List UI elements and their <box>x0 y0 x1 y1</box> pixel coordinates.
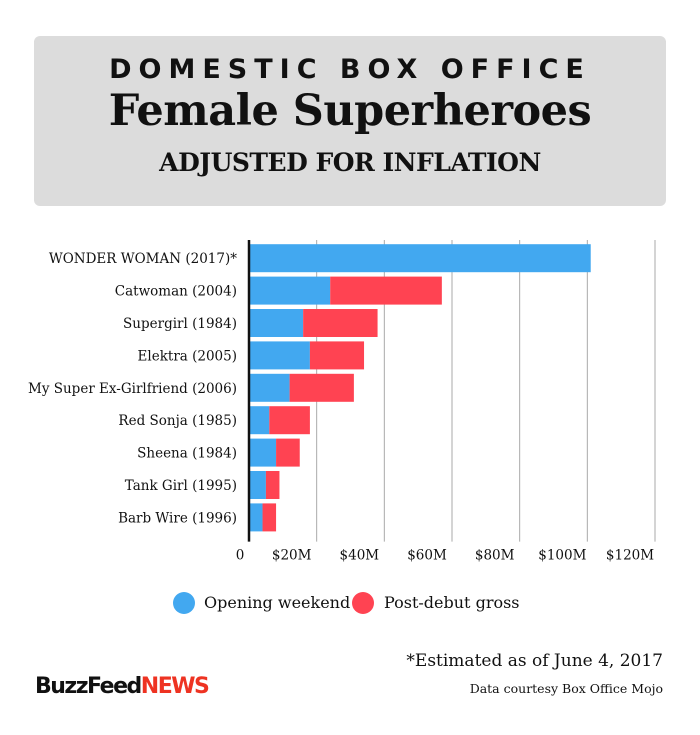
category-label: WONDER WOMAN (2017)* <box>49 251 237 267</box>
bar-post-debut <box>276 438 300 467</box>
data-credit: Data courtesy Box Office Mojo <box>469 681 663 696</box>
legend-opening-label: Opening weekend <box>204 593 351 612</box>
category-label: Tank Girl (1995) <box>125 478 237 494</box>
logo-news: NEWS <box>140 674 210 699</box>
bar-post-debut <box>303 309 378 337</box>
title-line-3: ADJUSTED FOR INFLATION <box>159 148 541 177</box>
bar-opening-weekend <box>249 438 277 467</box>
x-tick-label: $120M <box>606 548 654 564</box>
title-box: DOMESTIC BOX OFFICE Female Superheroes A… <box>34 36 666 206</box>
bar-opening-weekend <box>249 373 290 402</box>
bar-opening-weekend <box>249 276 331 305</box>
category-label: Elektra (2005) <box>138 348 237 364</box>
legend-postdebut-swatch <box>352 592 374 614</box>
buzzfeed-news-logo: BuzzFeedNEWS <box>35 674 210 699</box>
title-line-2: Female Superheroes <box>108 86 592 136</box>
legend: Opening weekend Post-debut gross <box>0 590 700 620</box>
bar-post-debut <box>265 471 280 499</box>
bar-opening-weekend <box>249 309 304 337</box>
x-tick-label: $40M <box>340 548 380 564</box>
bar-opening-weekend <box>249 406 270 435</box>
bar-opening-weekend <box>249 471 266 499</box>
x-tick-label: 0 <box>236 548 245 564</box>
legend-opening-swatch <box>173 592 195 614</box>
x-tick-label: $100M <box>538 548 586 564</box>
bar-post-debut <box>269 406 310 435</box>
legend-postdebut-label: Post-debut gross <box>384 593 520 612</box>
bar-opening-weekend <box>249 503 263 532</box>
category-label: Sheena (1984) <box>137 446 237 462</box>
x-tick-label: $60M <box>407 548 447 564</box>
bar-opening-weekend <box>249 244 591 273</box>
bar-post-debut <box>289 373 354 402</box>
title-line-1: DOMESTIC BOX OFFICE <box>109 54 591 85</box>
category-label: My Super Ex-Girlfriend (2006) <box>28 381 237 397</box>
bar-opening-weekend <box>249 341 310 370</box>
category-label: Barb Wire (1996) <box>118 510 237 526</box>
category-label: Catwoman (2004) <box>115 284 237 300</box>
bar-post-debut <box>262 503 277 532</box>
estimate-note: *Estimated as of June 4, 2017 <box>406 651 663 671</box>
logo-main: BuzzFeed <box>35 674 142 699</box>
bar-post-debut <box>330 276 442 305</box>
category-label: Red Sonja (1985) <box>118 413 237 429</box>
bar-post-debut <box>309 341 365 370</box>
category-label: Supergirl (1984) <box>123 316 237 332</box>
x-tick-label: $20M <box>272 548 312 564</box>
bar-chart: WONDER WOMAN (2017)* Catwoman (2004) Super… <box>28 240 656 564</box>
x-tick-label: $80M <box>475 548 515 564</box>
